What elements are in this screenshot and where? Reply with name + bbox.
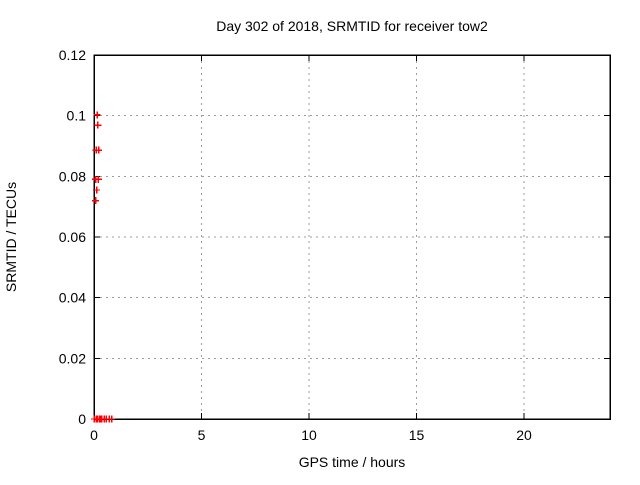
plot-border: [93, 54, 611, 420]
data-point: [92, 197, 100, 205]
x-axis-label: GPS time / hours: [299, 454, 406, 470]
x-tick-label-0: 0: [90, 427, 98, 443]
y-tick-label-0: 0: [78, 411, 86, 427]
data-point: [93, 186, 101, 194]
y-tick-label-0.02: 0.02: [59, 350, 86, 366]
axis-layer: [93, 54, 611, 420]
tick-label-layer: 0 5 10 15 20 0 0.02 0.04 0.06 0.08 0.1 0.12: [59, 47, 532, 443]
y-tick-label-0.1: 0.1: [67, 108, 87, 124]
data-point: [93, 111, 101, 119]
chart-title: Day 302 of 2018, SRMTID for receiver tow…: [216, 18, 488, 34]
x-tick-label-15: 15: [409, 427, 425, 443]
y-tick-label-0.08: 0.08: [59, 168, 86, 184]
data-point: [95, 146, 103, 154]
y-tick-label-0.12: 0.12: [59, 47, 86, 63]
x-tick-label-10: 10: [301, 427, 317, 443]
grid-layer: [94, 55, 610, 419]
y-axis-label: SRMTID / TECUs: [3, 182, 19, 292]
data-point: [94, 121, 102, 129]
data-points-layer: [90, 111, 116, 423]
x-tick-label-20: 20: [516, 427, 532, 443]
data-point: [108, 415, 116, 423]
y-tick-label-0.04: 0.04: [59, 290, 86, 306]
y-tick-label-0.06: 0.06: [59, 229, 86, 245]
x-tick-label-5: 5: [198, 427, 206, 443]
data-point: [94, 175, 102, 183]
